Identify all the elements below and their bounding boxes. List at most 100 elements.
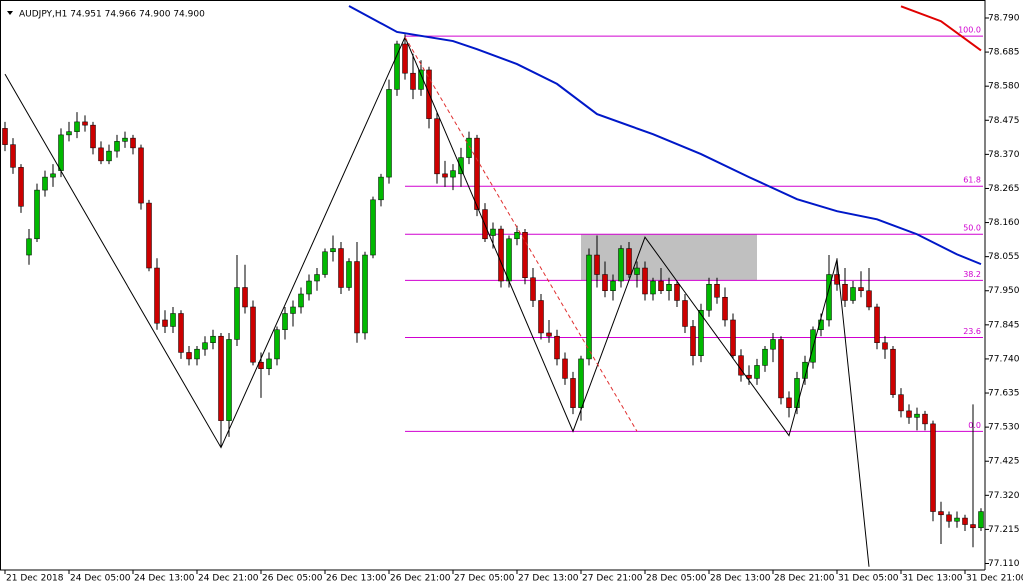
candle-body bbox=[58, 134, 64, 171]
candle-body bbox=[930, 423, 936, 512]
candle-body bbox=[346, 261, 352, 288]
candle-body bbox=[274, 329, 280, 360]
candle-body bbox=[858, 287, 864, 291]
candle-body bbox=[586, 254, 592, 360]
candle-body bbox=[290, 306, 296, 314]
candle-body bbox=[530, 277, 536, 301]
candle-body bbox=[602, 274, 608, 291]
candle-body bbox=[410, 72, 416, 90]
menu-arrow[interactable] bbox=[7, 11, 13, 15]
fib-label: 50.0 bbox=[963, 224, 981, 233]
chart-header: AUDJPY,H1 74.951 74.966 74.900 74.900 bbox=[19, 10, 205, 20]
x-tick-label: 26 Dec 13:00 bbox=[326, 574, 387, 584]
overlay-line bbox=[348, 5, 982, 266]
candle-body bbox=[714, 284, 720, 298]
x-tick-label: 26 Dec 05:00 bbox=[262, 574, 323, 584]
candle-body bbox=[450, 170, 456, 178]
candle-body bbox=[946, 514, 952, 522]
candle-body bbox=[594, 254, 600, 275]
candle-body bbox=[210, 335, 216, 343]
candle-body bbox=[146, 202, 152, 269]
candle-body bbox=[538, 300, 544, 334]
candle-body bbox=[634, 267, 640, 275]
y-tick-label: 78.160 bbox=[988, 218, 1020, 228]
candle-body bbox=[490, 228, 496, 236]
candle-body bbox=[922, 413, 928, 425]
candle-body bbox=[386, 89, 392, 178]
candle-body bbox=[170, 313, 176, 327]
candle-body bbox=[914, 413, 920, 418]
candle-body bbox=[250, 306, 256, 363]
x-tick-label: 31 Dec 13:00 bbox=[902, 574, 963, 584]
candle-body bbox=[394, 43, 400, 90]
candle-body bbox=[234, 287, 240, 340]
candle-body bbox=[266, 358, 272, 369]
y-tick-label: 77.215 bbox=[988, 525, 1020, 535]
candle-body bbox=[954, 517, 960, 522]
candle-body bbox=[762, 348, 768, 366]
x-tick-label: 27 Dec 13:00 bbox=[518, 574, 579, 584]
x-tick-label: 21 Dec 2018 bbox=[6, 574, 64, 584]
candle-body bbox=[554, 335, 560, 360]
candle-body bbox=[114, 141, 120, 152]
candle-body bbox=[754, 365, 760, 379]
y-tick-label: 77.635 bbox=[988, 389, 1020, 399]
candle-body bbox=[10, 144, 16, 168]
y-tick-label: 77.530 bbox=[988, 423, 1020, 433]
fib-label: 61.8 bbox=[963, 176, 981, 185]
y-tick-label: 78.580 bbox=[988, 82, 1020, 92]
y-tick-label: 78.790 bbox=[988, 13, 1020, 23]
candle-body bbox=[570, 378, 576, 408]
candle-body bbox=[962, 517, 968, 525]
candle-body bbox=[138, 147, 144, 204]
candle-body bbox=[50, 173, 56, 178]
candle-body bbox=[666, 284, 672, 291]
candle-body bbox=[522, 232, 528, 279]
x-tick-label: 31 Dec 05:00 bbox=[838, 574, 899, 584]
candle-body bbox=[786, 397, 792, 408]
candle-body bbox=[282, 313, 288, 330]
candle-body bbox=[202, 342, 208, 350]
candle-body bbox=[978, 511, 984, 529]
candle-body bbox=[378, 176, 384, 201]
fib-label: 38.2 bbox=[963, 270, 981, 279]
y-tick-label: 78.055 bbox=[988, 252, 1020, 262]
overlay-line bbox=[404, 36, 638, 432]
candle-body bbox=[314, 274, 320, 282]
y-tick-label: 78.475 bbox=[988, 116, 1020, 126]
candle-body bbox=[354, 261, 360, 334]
candle-body bbox=[26, 238, 32, 256]
candle-body bbox=[906, 410, 912, 418]
candle-body bbox=[794, 378, 800, 408]
y-tick-label: 77.425 bbox=[988, 457, 1020, 467]
x-tick-label: 28 Dec 21:00 bbox=[774, 574, 835, 584]
overlay-line bbox=[4, 35, 870, 567]
y-tick-label: 77.740 bbox=[988, 354, 1020, 364]
candle-body bbox=[298, 293, 304, 308]
candle-body bbox=[186, 352, 192, 360]
candle-body bbox=[442, 173, 448, 178]
x-tick-label: 26 Dec 21:00 bbox=[390, 574, 451, 584]
candle-body bbox=[722, 296, 728, 321]
candle-body bbox=[610, 280, 616, 291]
x-tick-label: 27 Dec 05:00 bbox=[454, 574, 515, 584]
candle-body bbox=[402, 43, 408, 74]
y-tick-label: 78.685 bbox=[988, 48, 1020, 58]
candle-body bbox=[706, 284, 712, 311]
candle-body bbox=[242, 287, 248, 308]
candle-body bbox=[626, 248, 632, 275]
candle-body bbox=[674, 284, 680, 301]
x-tick-label: 27 Dec 21:00 bbox=[582, 574, 643, 584]
candle-body bbox=[306, 280, 312, 295]
candle-body bbox=[506, 238, 512, 282]
candle-body bbox=[122, 137, 128, 142]
x-tick-label: 28 Dec 05:00 bbox=[646, 574, 707, 584]
candle-body bbox=[842, 284, 848, 301]
candle-body bbox=[770, 339, 776, 350]
candle-body bbox=[690, 326, 696, 356]
candle-body bbox=[34, 189, 40, 240]
fib-label: 23.6 bbox=[963, 327, 981, 336]
candle-body bbox=[434, 118, 440, 175]
